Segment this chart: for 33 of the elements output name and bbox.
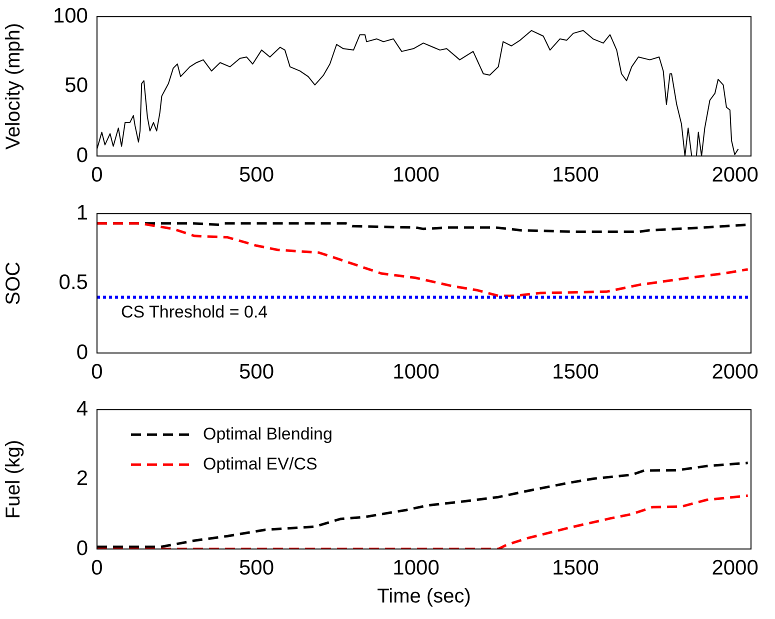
- y-tick-label: 0.5: [58, 271, 88, 294]
- y-tick-label: 4: [76, 397, 88, 420]
- y-tick-label: 100: [52, 4, 88, 28]
- x-tick-label: 0: [91, 163, 103, 186]
- x-tick-label: 2000: [712, 163, 758, 186]
- x-tick-label: 1000: [392, 556, 440, 580]
- ref-line-label: CS Threshold = 0.4: [121, 302, 268, 322]
- x-tick-label: 1500: [552, 163, 599, 186]
- x-tick-label: 500: [238, 163, 274, 186]
- x-tick-label: 0: [91, 556, 103, 580]
- x-tick-label: 1500: [552, 360, 599, 384]
- y-tick-label: 50: [64, 74, 88, 98]
- x-tick-label: 500: [238, 556, 274, 580]
- x-axis-title: Time (sec): [377, 586, 471, 608]
- line-series: [97, 222, 750, 298]
- y-tick-label: 0: [76, 536, 88, 560]
- y-tick-label: 2: [76, 467, 88, 490]
- y-axis-title: Fuel (kg): [2, 440, 25, 519]
- legend-label: Optimal EV/CS: [203, 454, 318, 474]
- x-tick-label: 1000: [392, 163, 440, 186]
- x-tick-label: 1500: [552, 556, 599, 580]
- x-tick-label: 2000: [712, 360, 758, 384]
- line-series: [97, 494, 750, 549]
- y-tick-label: 0: [76, 144, 88, 167]
- x-tick-label: 1000: [392, 360, 440, 384]
- x-tick-label: 2000: [712, 556, 758, 580]
- y-axis-title: Velocity (mph): [2, 22, 25, 150]
- y-axis-title: SOC: [2, 262, 25, 305]
- x-tick-label: 0: [91, 360, 103, 384]
- y-tick-label: 1: [76, 201, 88, 224]
- x-tick-label: 500: [238, 360, 274, 384]
- y-tick-label: 0: [76, 340, 88, 364]
- legend-label: Optimal Blending: [203, 424, 332, 444]
